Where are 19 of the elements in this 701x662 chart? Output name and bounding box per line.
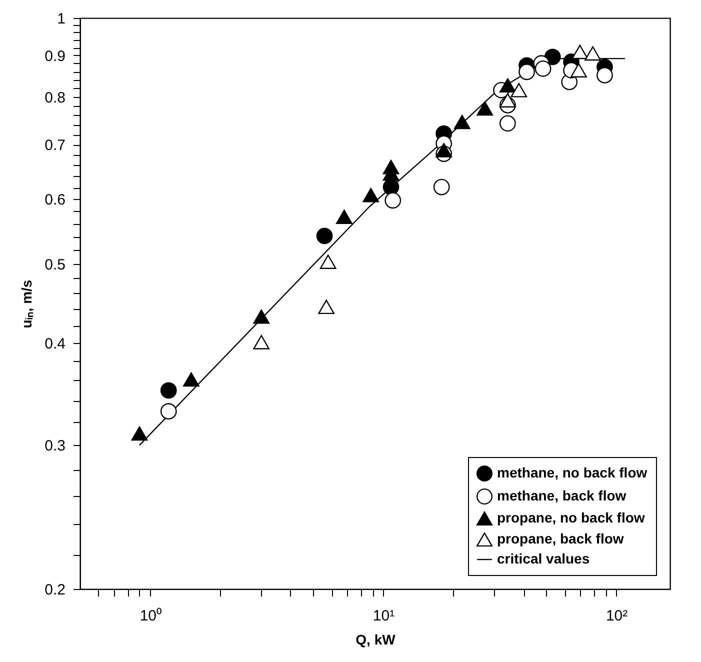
legend-label: propane, back flow [497,530,624,546]
y-tick-label: 0.3 [44,438,66,455]
y-tick-label: 0.6 [44,192,66,209]
x-axis-title: Q, kW [356,632,396,648]
x-tick-label: 10⁰ [140,608,162,624]
legend-label: methane, no back flow [497,464,648,480]
legend-label: methane, back flow [497,488,626,504]
y-tick-label: 1 [57,10,66,28]
x-tick-label: 10² [606,608,628,624]
y-tick-label: 0.7 [44,137,66,154]
y-tick-label: 0.8 [44,90,66,107]
y-tick-label: 0.5 [44,256,66,274]
y-axis-title: uᵢₙ, m/s [18,280,35,328]
y-tick-label: 0.9 [44,48,66,65]
y-tick-label: 0.2 [44,582,66,598]
legend-label: critical values [497,550,590,566]
legend-label: propane, no back flow [497,510,645,526]
y-tick-label: 0.4 [44,336,66,353]
x-tick-label: 10¹ [372,608,395,624]
